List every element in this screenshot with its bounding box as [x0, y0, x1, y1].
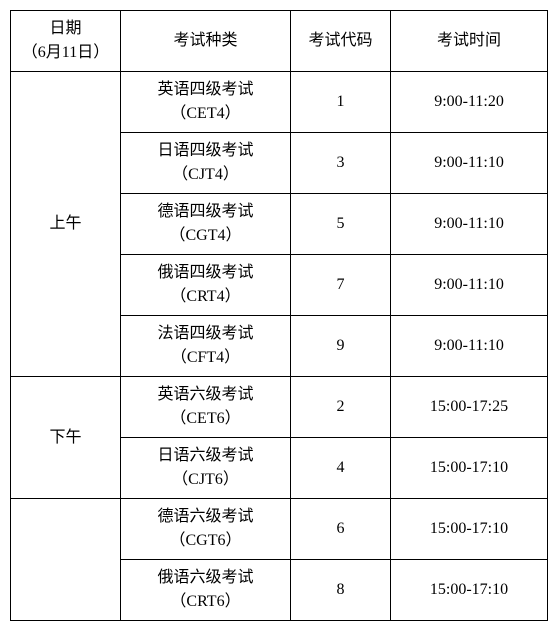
exam-time-cell: 9:00-11:10: [391, 194, 548, 255]
header-time: 考试时间: [391, 11, 548, 72]
session-label: 上午: [11, 72, 121, 377]
exam-type-cell: 英语六级考试 （CET6）: [121, 377, 291, 438]
exam-type-cell: 俄语六级考试 （CRT6）: [121, 560, 291, 621]
exam-type-cell: 日语四级考试 （CJT4）: [121, 133, 291, 194]
exam-time-cell: 15:00-17:25: [391, 377, 548, 438]
exam-time-cell: 15:00-17:10: [391, 438, 548, 499]
exam-schedule-table: 日期 （6月11日） 考试种类 考试代码 考试时间 上午 英语四级考试 （CET…: [10, 10, 548, 621]
header-date-line2: （6月11日）: [15, 41, 116, 65]
table-row: 德语六级考试 （CGT6） 6 15:00-17:10: [11, 499, 548, 560]
exam-type-cell: 俄语四级考试 （CRT4）: [121, 255, 291, 316]
exam-time-cell: 15:00-17:10: [391, 560, 548, 621]
header-code: 考试代码: [291, 11, 391, 72]
exam-code-cell: 9: [291, 316, 391, 377]
exam-code-cell: 1: [291, 72, 391, 133]
header-date-line1: 日期: [15, 17, 116, 41]
exam-code-cell: 6: [291, 499, 391, 560]
exam-type-cell: 法语四级考试 （CFT4）: [121, 316, 291, 377]
exam-code-cell: 5: [291, 194, 391, 255]
header-type: 考试种类: [121, 11, 291, 72]
table-header-row: 日期 （6月11日） 考试种类 考试代码 考试时间: [11, 11, 548, 72]
exam-code-cell: 7: [291, 255, 391, 316]
session-label: [11, 499, 121, 621]
exam-code-cell: 4: [291, 438, 391, 499]
table-row: 上午 英语四级考试 （CET4） 1 9:00-11:20: [11, 72, 548, 133]
exam-code-cell: 2: [291, 377, 391, 438]
exam-code-cell: 8: [291, 560, 391, 621]
header-date: 日期 （6月11日）: [11, 11, 121, 72]
exam-type-cell: 日语六级考试 （CJT6）: [121, 438, 291, 499]
exam-code-cell: 3: [291, 133, 391, 194]
exam-time-cell: 15:00-17:10: [391, 499, 548, 560]
exam-time-cell: 9:00-11:10: [391, 316, 548, 377]
exam-type-cell: 德语六级考试 （CGT6）: [121, 499, 291, 560]
exam-type-cell: 英语四级考试 （CET4）: [121, 72, 291, 133]
exam-time-cell: 9:00-11:20: [391, 72, 548, 133]
exam-time-cell: 9:00-11:10: [391, 133, 548, 194]
table-row: 下午 英语六级考试 （CET6） 2 15:00-17:25: [11, 377, 548, 438]
exam-time-cell: 9:00-11:10: [391, 255, 548, 316]
session-label: 下午: [11, 377, 121, 499]
exam-type-cell: 德语四级考试 （CGT4）: [121, 194, 291, 255]
